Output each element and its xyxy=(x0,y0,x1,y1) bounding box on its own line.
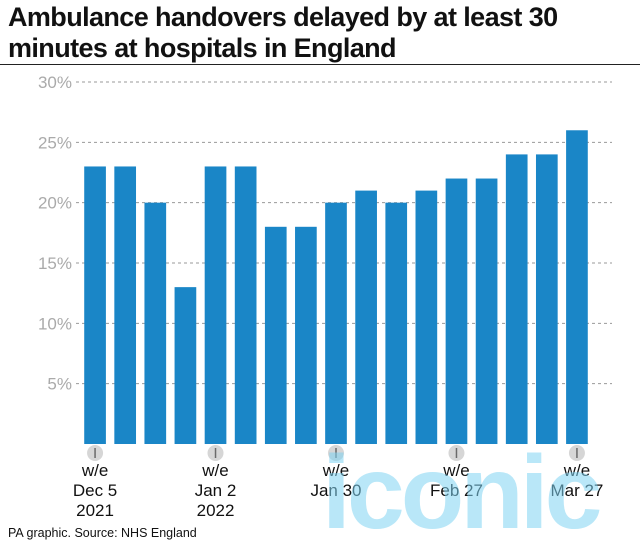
bar xyxy=(385,202,408,444)
bar xyxy=(566,130,588,444)
source-note: PA graphic. Source: NHS England xyxy=(8,526,197,540)
y-tick-label: 10% xyxy=(38,314,72,333)
x-tick-label: w/e xyxy=(81,461,108,480)
x-tick-label: Mar 27 xyxy=(550,481,603,500)
bar xyxy=(204,166,227,444)
x-tick-label: Feb 27 xyxy=(430,481,483,500)
bar xyxy=(144,202,167,444)
x-tick-label: w/e xyxy=(563,461,590,480)
bar xyxy=(505,154,528,444)
bar xyxy=(475,178,498,444)
x-tick-label: 2022 xyxy=(197,501,235,520)
bar xyxy=(114,166,137,444)
y-tick-label: 25% xyxy=(38,133,72,152)
bar xyxy=(415,190,438,444)
bar xyxy=(325,202,347,444)
x-tick-label: Jan 2 xyxy=(195,481,237,500)
x-tick-label: Jan 30 xyxy=(310,481,361,500)
bar xyxy=(445,178,468,444)
x-tick-label: w/e xyxy=(442,461,469,480)
bar xyxy=(355,190,377,444)
bar xyxy=(234,166,257,444)
y-tick-label: 15% xyxy=(38,254,72,273)
title-rule xyxy=(0,64,640,65)
y-tick-label: 20% xyxy=(38,194,72,213)
x-tick-label: w/e xyxy=(322,461,349,480)
chart-title: Ambulance handovers delayed by at least … xyxy=(8,2,558,63)
bar xyxy=(174,287,197,444)
x-tick-label: Dec 5 xyxy=(73,481,117,500)
bar xyxy=(264,226,287,444)
watermark-logo: iconic xyxy=(322,435,604,532)
bar xyxy=(84,166,106,444)
x-tick-label: 2021 xyxy=(76,501,114,520)
x-tick-label: w/e xyxy=(201,461,228,480)
y-tick-label: 5% xyxy=(47,375,72,394)
bar xyxy=(295,226,317,444)
watermark-text: iconic xyxy=(322,435,600,532)
y-tick-label: 30% xyxy=(38,73,72,92)
bar xyxy=(535,154,558,444)
